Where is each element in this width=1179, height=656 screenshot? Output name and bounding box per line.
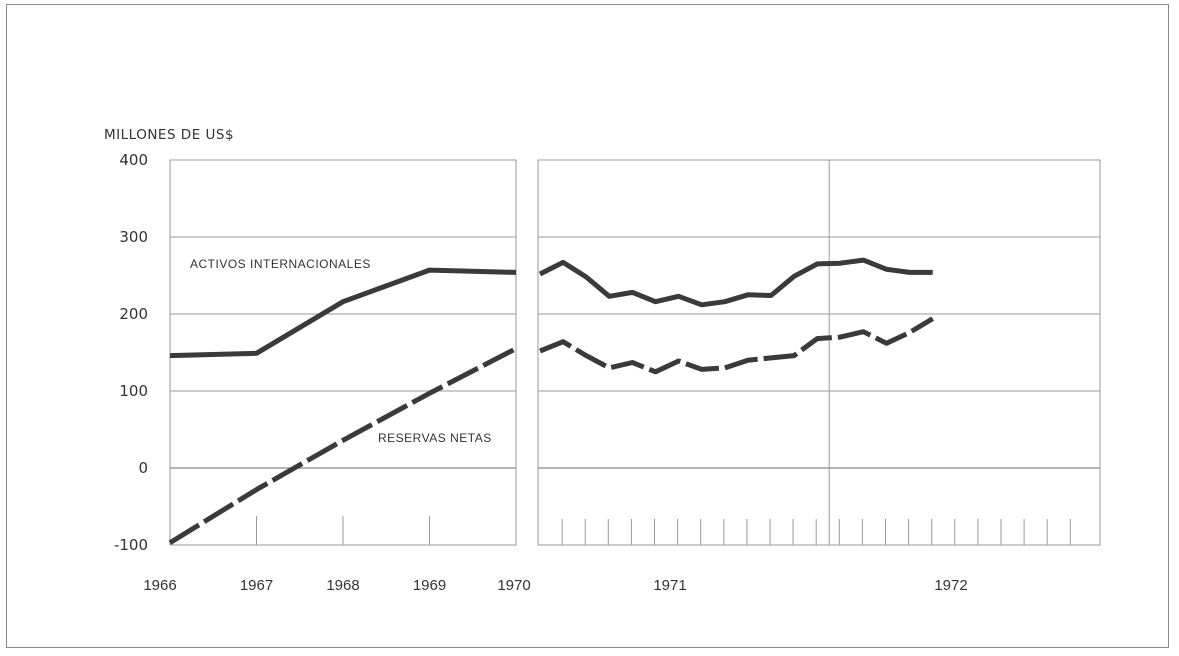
y-tick-label: -100: [114, 536, 148, 554]
y-tick-label: 100: [119, 382, 148, 400]
x-tick-label: 1969: [413, 577, 446, 594]
series-line-monthly: [539, 316, 934, 375]
x-tick-label: 1971: [653, 577, 686, 594]
series-label: RESERVAS NETAS: [378, 431, 492, 445]
right-panel-border: [537, 159, 1101, 546]
x-tick-label: 1970: [497, 577, 530, 594]
series-label: ACTIVOS INTERNACIONALES: [190, 257, 371, 271]
x-tick-label: 1968: [326, 577, 359, 594]
series-line-annual: [168, 346, 518, 545]
x-tick-label: 1967: [240, 577, 273, 594]
x-tick-label: 1966: [143, 577, 176, 594]
series-line-annual: [169, 267, 517, 359]
series-line-monthly: [538, 257, 933, 308]
y-tick-label: 0: [138, 459, 148, 477]
chart-frame: [6, 4, 1169, 648]
y-tick-label: 300: [119, 228, 148, 246]
x-tick-label: 1972: [934, 577, 967, 594]
y-tick-label: 400: [119, 151, 148, 169]
y-axis-label: MILLONES DE US$: [104, 127, 234, 143]
y-tick-label: 200: [119, 305, 148, 323]
